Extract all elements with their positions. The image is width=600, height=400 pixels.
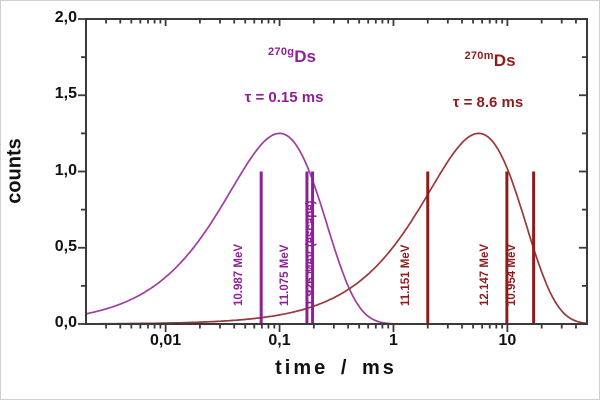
decay-curve-270mDs [86,132,588,325]
lifetime-label-270mDs: τ = 8.6 ms [452,94,524,111]
lifetime-label-270gDs: τ = 0.15 ms [244,89,324,106]
series-label-270mDs: 270mDs [464,50,515,71]
x-axis-title: time / ms [275,357,397,379]
series-label-270gDs: 270gDs [268,46,316,67]
isotope-symbol: Ds [493,51,516,70]
isotope-superscript: 270m [464,50,494,62]
y-axis-title: counts [3,138,26,204]
isotope-symbol: Ds [294,47,317,66]
isotope-superscript: 270g [267,46,295,58]
